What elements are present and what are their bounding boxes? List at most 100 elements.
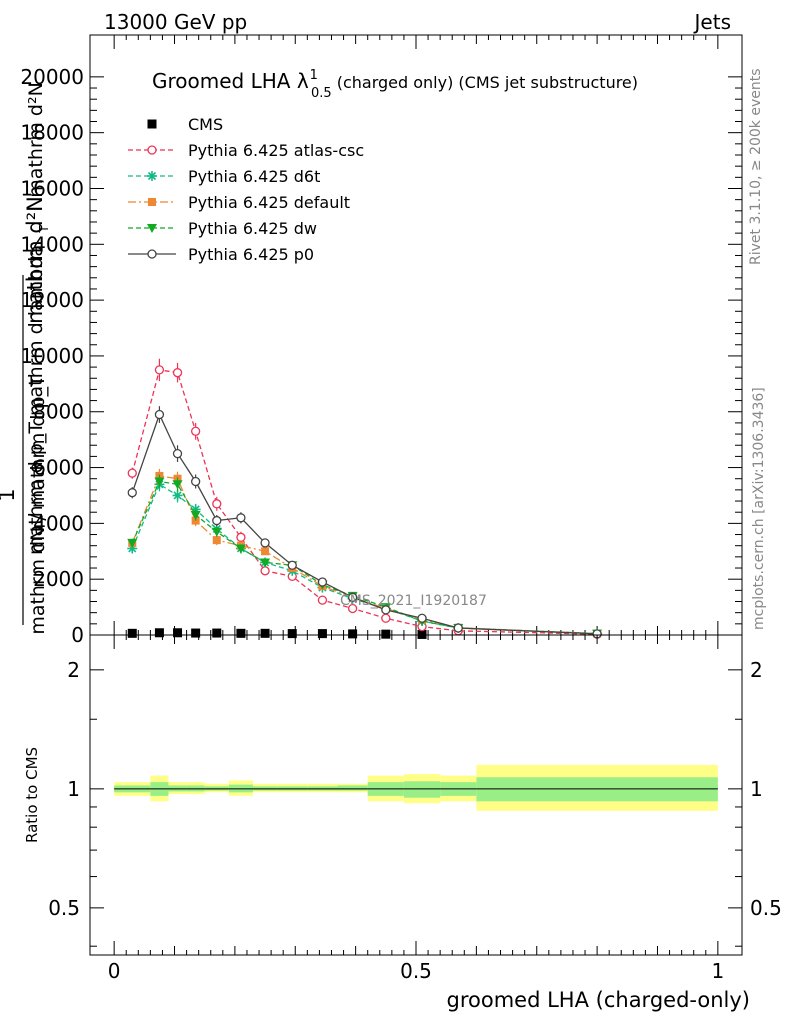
series-2 bbox=[127, 477, 603, 639]
x-axis-label: groomed LHA (charged-only) bbox=[447, 988, 750, 1012]
y-tick-label: 6000 bbox=[33, 456, 84, 480]
header-left: 13000 GeV pp bbox=[104, 10, 247, 34]
legend-entry: Pythia 6.425 d6t bbox=[128, 167, 320, 186]
y-tick-label: 20000 bbox=[20, 65, 84, 89]
series-line bbox=[131, 480, 598, 635]
ylabel-bottom: mathrm dN / mathrm d p_T bbox=[27, 375, 49, 635]
main-panel: 0 2000 4000 6000 8000 10000 12000 14000 16000 180… bbox=[20, 34, 743, 647]
legend: CMS Pythia 6.425 atlas-csc Pythia 6.425 d6… bbox=[128, 115, 364, 264]
legend-label: Pythia 6.425 atlas-csc bbox=[188, 141, 364, 160]
data-point bbox=[417, 629, 427, 639]
data-point bbox=[154, 628, 164, 638]
rivet-version-text: Rivet 3.1.10, ≥ 200k events bbox=[748, 68, 764, 265]
star-stroke bbox=[147, 171, 157, 181]
data-point bbox=[381, 613, 391, 623]
x-tick-label: 1 bbox=[711, 959, 724, 983]
data-point bbox=[236, 628, 246, 638]
legend-marker bbox=[147, 145, 157, 155]
data-point bbox=[154, 409, 165, 420]
main-series bbox=[127, 358, 603, 639]
legend-marker bbox=[147, 224, 157, 233]
x-tick-label: 0 bbox=[108, 959, 121, 983]
legend-label: Pythia 6.425 d6t bbox=[188, 167, 320, 186]
data-point bbox=[287, 629, 297, 639]
legend-entry: Pythia 6.425 p0 bbox=[128, 245, 314, 264]
series-0 bbox=[127, 628, 427, 639]
ratio-x-ticks: 0 0.5 1 bbox=[108, 635, 724, 983]
legend-marker bbox=[147, 119, 157, 129]
ylabel-top-2: mathrm d²N bbox=[25, 82, 47, 198]
data-point bbox=[212, 515, 222, 526]
data-point bbox=[317, 577, 328, 587]
data-point bbox=[127, 628, 137, 638]
ratio-y-ticks: 0.5 0.5 1 1 2 2 bbox=[48, 658, 782, 947]
data-point bbox=[190, 426, 201, 436]
data-point bbox=[417, 613, 427, 623]
data-point bbox=[347, 603, 358, 614]
series-line bbox=[131, 475, 598, 635]
data-point bbox=[172, 448, 183, 459]
legend-entry: Pythia 6.425 default bbox=[128, 193, 350, 212]
data-point bbox=[154, 477, 165, 487]
main-y-label: mathrm d²N mathrm d²N mathrm d p_T mathr… bbox=[0, 82, 51, 634]
legend-entry: CMS bbox=[147, 115, 223, 134]
y-tick-label: 8000 bbox=[33, 400, 84, 424]
legend-entry: Pythia 6.425 dw bbox=[128, 219, 317, 238]
data-point bbox=[347, 592, 358, 602]
ylabel-mid: mathrm d p_T mathrm d lambda bbox=[25, 245, 47, 555]
ylabel-top: mathrm d²N bbox=[23, 196, 47, 324]
data-point bbox=[381, 605, 391, 615]
data-point bbox=[172, 368, 183, 378]
data-point bbox=[260, 538, 270, 548]
series-3 bbox=[128, 468, 602, 638]
ratio-inner-band bbox=[337, 785, 368, 791]
data-point bbox=[261, 547, 270, 556]
data-point bbox=[317, 595, 328, 605]
series-4 bbox=[127, 474, 603, 639]
y-tick-label: 10000 bbox=[20, 344, 84, 368]
ratio-y-tick-label-right: 1 bbox=[750, 777, 763, 801]
series-line bbox=[131, 412, 598, 635]
legend-label: Pythia 6.425 default bbox=[188, 193, 350, 212]
ylabel-frac-num: 1 bbox=[0, 488, 19, 501]
data-point bbox=[172, 480, 183, 490]
data-point bbox=[260, 558, 271, 568]
data-point bbox=[127, 468, 137, 478]
data-point bbox=[212, 499, 222, 509]
data-point bbox=[190, 476, 201, 487]
data-point bbox=[235, 544, 246, 554]
series-line bbox=[131, 483, 598, 635]
legend-label: CMS bbox=[188, 115, 223, 134]
ratio-bands bbox=[114, 764, 718, 811]
ratio-panel: 0.5 0.51 12 2 0 0.5 1 Ratio to CMS groomed LH… bbox=[23, 634, 782, 1012]
data-point bbox=[453, 623, 463, 633]
ratio-y-tick-label: 0.5 bbox=[48, 896, 80, 920]
y-tick-label: 12000 bbox=[20, 288, 84, 312]
data-point bbox=[260, 566, 270, 576]
ratio-inner-band bbox=[403, 781, 441, 798]
data-point bbox=[287, 560, 297, 570]
legend-label: Pythia 6.425 dw bbox=[188, 219, 317, 238]
ratio-y-tick-label: 1 bbox=[67, 777, 80, 801]
y-tick-label: 2000 bbox=[33, 567, 84, 591]
analysis-watermark: CMS_2021_I1920187 bbox=[340, 593, 487, 609]
data-point bbox=[154, 365, 165, 375]
legend-entry: Pythia 6.425 atlas-csc bbox=[128, 141, 364, 160]
main-y-ticks: 0 2000 4000 6000 8000 10000 12000 14000 16000 180… bbox=[20, 65, 742, 647]
ratio-y-tick-label: 2 bbox=[67, 658, 80, 682]
data-point bbox=[173, 628, 183, 638]
data-point bbox=[236, 532, 246, 542]
series-line bbox=[131, 369, 598, 635]
data-point bbox=[317, 629, 327, 639]
data-point bbox=[212, 628, 222, 638]
data-point bbox=[172, 490, 183, 501]
data-point bbox=[348, 629, 358, 639]
y-tick-label: 14000 bbox=[20, 232, 84, 256]
legend-marker bbox=[147, 249, 157, 259]
ylabel-subscript: T bbox=[37, 225, 51, 234]
data-point bbox=[127, 488, 137, 498]
star-stroke bbox=[173, 491, 182, 500]
data-point bbox=[236, 513, 246, 523]
chart-title: Groomed LHA λ1 0.5 (charged only) (CMS je… bbox=[152, 68, 638, 101]
